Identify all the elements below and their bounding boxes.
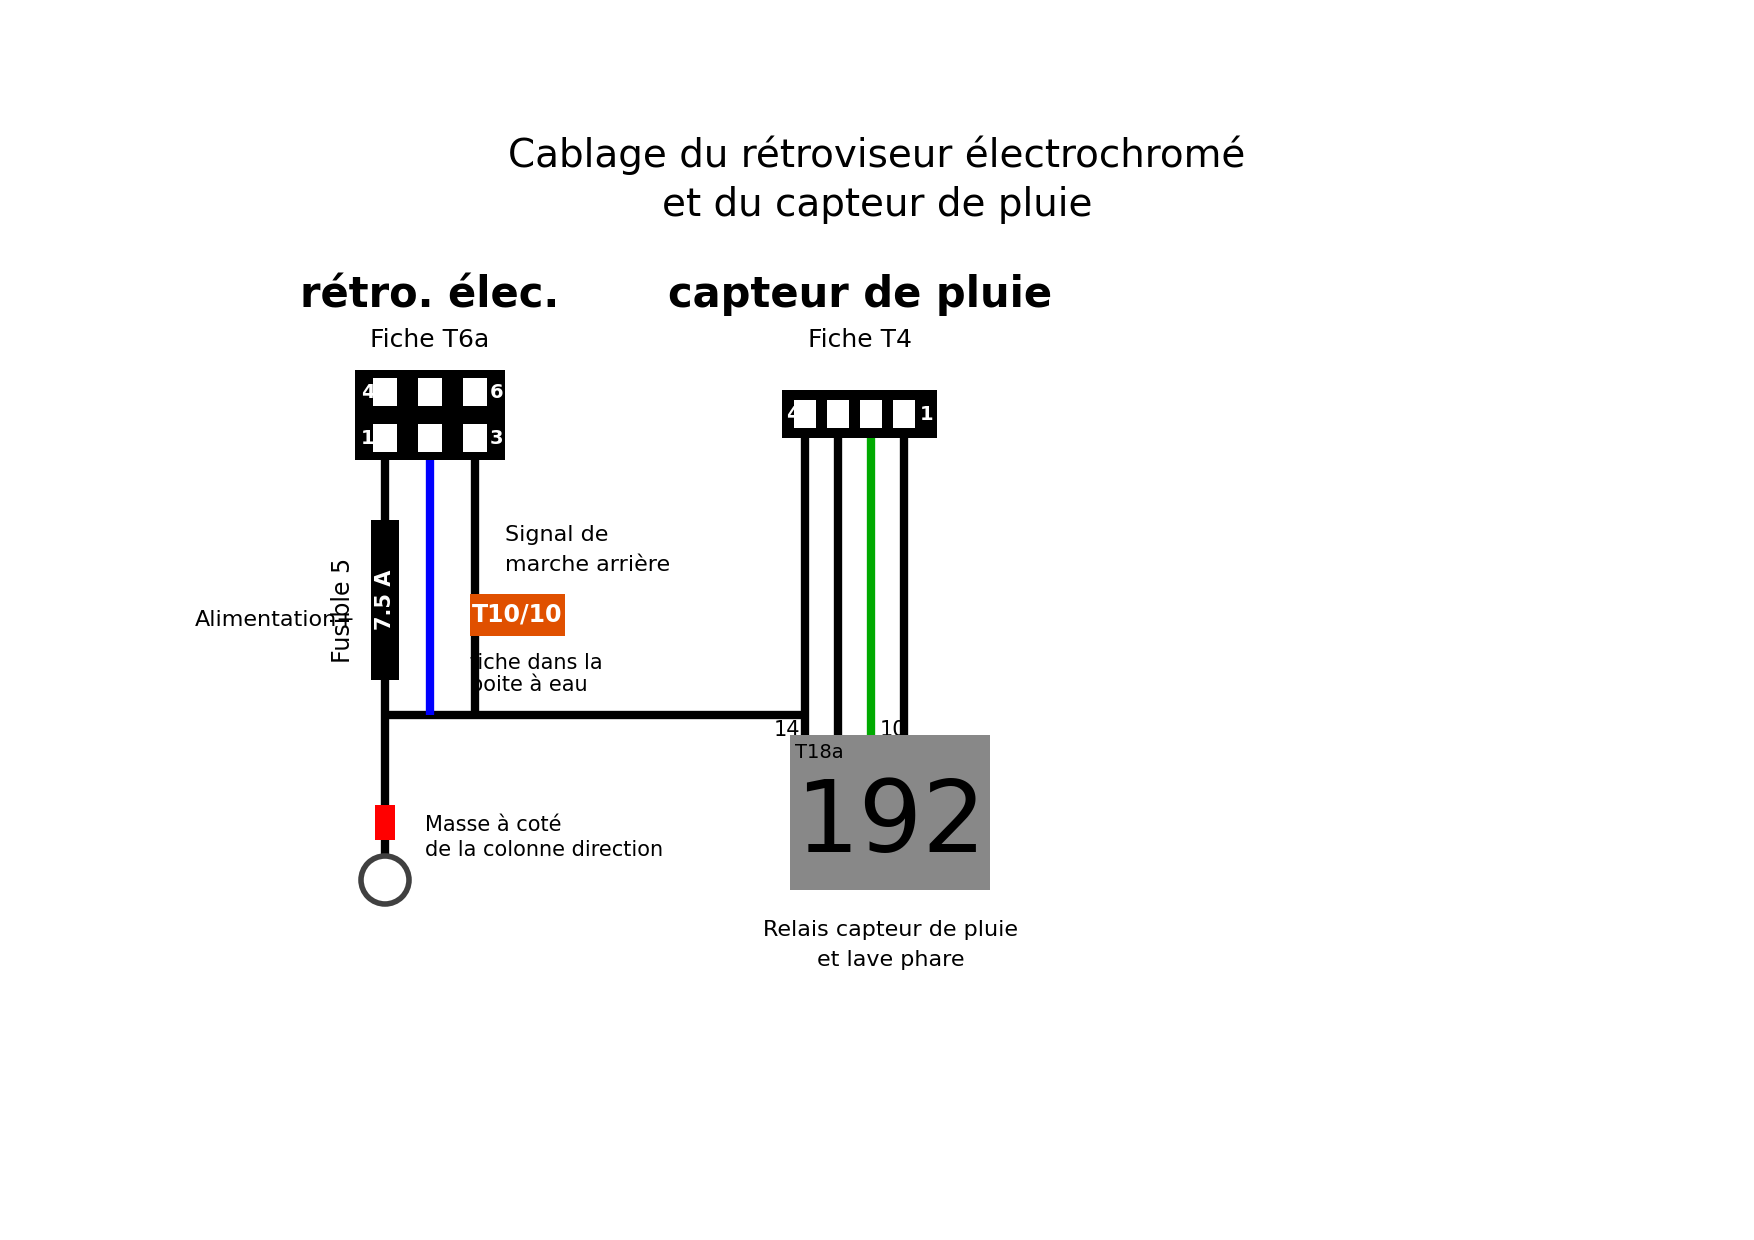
Bar [372,520,398,680]
Text: Signal de: Signal de [505,525,609,546]
Bar [374,424,396,453]
Bar [354,370,505,460]
Text: T10/10: T10/10 [472,603,563,627]
Text: capteur de pluie: capteur de pluie [668,274,1052,316]
Text: marche arrière: marche arrière [505,556,670,575]
Text: de la colonne direction: de la colonne direction [424,839,663,861]
Text: boite à eau: boite à eau [470,675,588,694]
Text: T18a: T18a [796,743,844,763]
Bar [795,401,817,428]
Text: 1: 1 [919,404,933,424]
Text: 7.5 A: 7.5 A [375,570,395,630]
Bar [893,401,916,428]
Text: rétro. élec.: rétro. élec. [300,274,560,316]
Text: Cablage du rétroviseur électrochromé: Cablage du rétroviseur électrochromé [509,135,1245,175]
Text: 4: 4 [786,404,800,424]
Bar [374,378,396,405]
Text: Fusible 5: Fusible 5 [332,557,354,662]
Bar [470,594,565,636]
Text: fiche dans la: fiche dans la [470,653,603,673]
Text: Fiche T4: Fiche T4 [809,329,912,352]
Bar [417,424,442,453]
Bar [463,424,488,453]
Text: 192: 192 [795,776,986,873]
Text: Fiche T6a: Fiche T6a [370,329,489,352]
Bar [791,735,991,890]
Bar [463,378,488,405]
Text: Alimentation+: Alimentation+ [195,610,356,630]
Bar [782,391,937,438]
Bar [375,805,395,839]
Text: 4: 4 [361,382,375,402]
Bar [828,401,849,428]
Text: Relais capteur de pluie: Relais capteur de pluie [763,920,1017,940]
Text: 1: 1 [361,429,375,448]
Bar [417,378,442,405]
Text: et lave phare: et lave phare [817,950,965,970]
Text: 10: 10 [879,720,907,740]
Text: 3: 3 [489,429,503,448]
Text: 6: 6 [489,382,503,402]
Bar [861,401,882,428]
Text: et du capteur de pluie: et du capteur de pluie [661,186,1093,224]
Text: Masse à coté: Masse à coté [424,815,561,835]
Text: 14: 14 [774,720,800,740]
